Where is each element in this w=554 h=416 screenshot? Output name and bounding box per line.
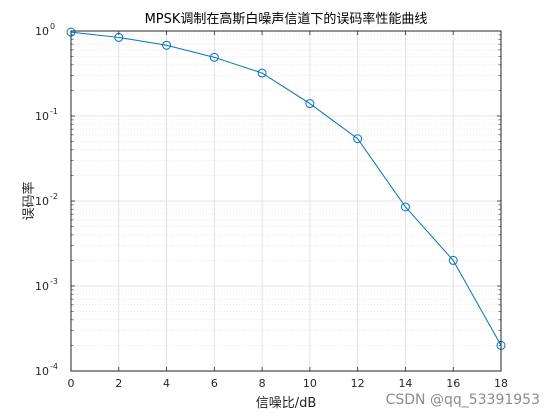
series-layer — [66, 27, 506, 350]
x-tick-label: 8 — [259, 377, 266, 390]
series-line — [70, 31, 502, 346]
y-tick-label: 10 -3 — [35, 277, 58, 293]
watermark: CSDN @qq_53391953 — [386, 392, 540, 408]
y-tick-label-exponent: -3 — [50, 277, 58, 286]
x-axis-label: 信噪比/dB — [256, 396, 317, 411]
x-tick-label: 18 — [494, 377, 508, 390]
y-tick-label-exponent: 0 — [50, 22, 55, 31]
chart-title: MPSK调制在高斯白噪声信道下的误码率性能曲线 — [145, 11, 428, 27]
y-tick-label-base: 10 — [35, 25, 49, 38]
x-tick-label: 12 — [351, 377, 365, 390]
y-tick-label: 10 -4 — [35, 362, 58, 378]
data-point-marker — [162, 40, 172, 50]
y-tick-label-base: 10 — [35, 195, 49, 208]
y-tick-label-base: 10 — [35, 365, 49, 378]
x-tick-label: 10 — [303, 377, 317, 390]
x-tick-label: 0 — [68, 377, 75, 390]
y-tick-label-exponent: -4 — [50, 362, 58, 371]
y-axis-label: 误码率 — [21, 181, 37, 220]
x-tick-label: 16 — [446, 377, 460, 390]
x-tick-label: 2 — [115, 377, 122, 390]
data-point-marker — [448, 255, 458, 265]
x-tick-label: 6 — [211, 377, 218, 390]
tick-marks — [70, 30, 502, 372]
y-tick-label-exponent: -1 — [50, 107, 58, 116]
x-tick-label: 14 — [398, 377, 412, 390]
y-tick-label: 10 -1 — [35, 107, 58, 123]
data-point-marker — [305, 99, 315, 109]
data-point-marker — [400, 202, 410, 212]
y-tick-label-base: 10 — [35, 110, 49, 123]
data-point-marker — [209, 52, 219, 62]
data-point-marker — [353, 134, 363, 144]
y-tick-label-exponent: -2 — [50, 192, 58, 201]
y-tick-label-base: 10 — [35, 280, 49, 293]
x-tick-labels: 0 2 4 6 8 10 12 14 16 18 — [68, 377, 509, 390]
x-tick-label: 4 — [163, 377, 170, 390]
y-tick-label: 10 -2 — [35, 192, 58, 208]
data-point-marker — [257, 68, 267, 78]
y-tick-label: 10 0 — [35, 22, 55, 38]
